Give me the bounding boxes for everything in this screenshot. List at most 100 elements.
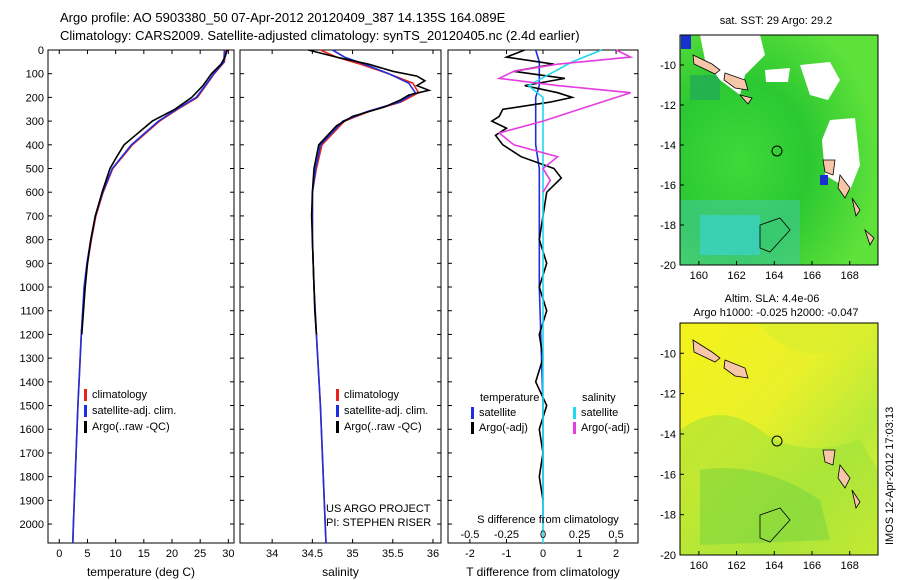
depth-tick-label: 1700 [20,448,44,460]
sal-legend-swatch [336,405,339,417]
sal-legend-swatch [336,389,339,401]
header-line1: Argo profile: AO 5903380_50 07-Apr-2012 … [60,10,506,25]
temp-xtick-label: 0 [56,548,62,560]
depth-tick-label: 900 [26,258,44,270]
islands-solomon [692,54,753,105]
depth-tick-label: 1000 [20,282,44,294]
sst-xtick-label: 168 [841,270,859,282]
sal-legend-label: Argo(..raw -QC) [344,421,422,433]
sst-warm-patch [690,75,720,100]
sal-xtick-label: 35 [346,548,358,560]
sal-xlabel: salinity [322,565,359,579]
diff-series-salinity-argo--adj- [496,49,634,193]
sal-xtick-label: 34 [266,548,278,560]
depth-tick-label: 700 [26,211,44,223]
sla-argo-position-marker [771,435,783,447]
sla-xtick-label: 164 [765,560,783,572]
temp-legend-swatch [84,405,87,417]
diff-s-tick-label: 0.5 [608,529,623,541]
sst-xtick-label: 160 [690,270,708,282]
argo-position-marker [771,145,783,157]
diff-series-temperature-satellite [534,49,544,524]
sal-xtick-label: 34.5 [302,548,323,560]
temp-legend-label: satellite-adj. clim. [92,405,176,417]
depth-tick-label: 1900 [20,495,44,507]
depth-tick-label: 100 [26,69,44,81]
diff-s-tick-label: -0.25 [494,529,519,541]
sst-map: 160 162 164 166 168 -10 -12 -14 -16 -18 -20 sat. SS… [660,15,879,282]
sla-low-core [700,468,830,545]
diff-temp-legend-label: temperature [480,392,539,404]
diff-temp-legend-swatch [471,407,474,419]
sla-ytick-label: -20 [660,550,676,562]
temp-series-satellite-adj--clim- [72,49,226,544]
diff-sal-legend-label: satellite [581,407,618,419]
diff-temp-legend-label: Argo(-adj) [479,422,528,434]
plot-panels: 0 5 10 15 20 25 300100200300400500600700800900… [20,45,639,579]
diff-s-axis-label: S difference from climatology [477,514,619,526]
diff-sal-legend-swatch [573,422,576,434]
sst-ytick-label: -12 [660,100,676,112]
reef-contour [759,217,791,253]
sla-xtick-label: 166 [803,560,821,572]
sla-xtick-label: 168 [841,560,859,572]
header-line2: Climatology: CARS2009. Satellite-adjuste… [60,28,580,43]
depth-tick-label: 1300 [20,353,44,365]
diff-xtick-label: 2 [613,548,619,560]
sla-islands-vanuatu [822,449,861,510]
sla-map-frame [679,322,879,556]
diff-s-tick-label: 0 [540,529,546,541]
cloud-mask-1 [700,35,765,95]
sla-map-subtitle: Argo h1000: -0.025 h2000: -0.047 [693,307,858,319]
sla-ytick-label: -10 [660,348,676,360]
cold-pixel-2 [820,175,828,185]
sla-xtick-label: 162 [727,560,745,572]
sst-ytick-label: -10 [660,60,676,72]
depth-tick-label: 1100 [20,306,44,318]
temp-xtick-label: 20 [166,548,178,560]
sla-ytick-label: -18 [660,510,676,522]
diff-xtick-label: -2 [465,548,475,560]
cloud-mask-3 [765,68,790,82]
diff-xtick-label: -1 [502,548,512,560]
depth-tick-label: 800 [26,235,44,247]
sal-legend-label: climatology [344,389,400,401]
depth-tick-label: 1600 [20,424,44,436]
temp-xtick-label: 5 [84,548,90,560]
sal-xtick-label: 36 [427,548,439,560]
sal-xtick-label: 35.5 [382,548,403,560]
sal-series-argo---raw--qc- [308,49,432,335]
sla-map: 160 162 164 166 168 -10 -12 -14 -16 -18 -20 Altim. … [660,293,879,572]
depth-tick-label: 600 [26,187,44,199]
depth-tick-label: 400 [26,140,44,152]
sst-ytick-label: -16 [660,180,676,192]
diff-s-tick-label: 0.25 [569,529,590,541]
sst-map-title: sat. SST: 29 Argo: 29.2 [720,15,833,27]
sla-band-2 [760,323,878,354]
sst-ytick-label: -14 [660,140,676,152]
sal-legend-swatch [336,421,339,433]
sst-map-frame [679,34,879,266]
depth-tick-label: 1800 [20,472,44,484]
salinity-annotation: US ARGO PROJECT [326,503,431,515]
diff-xtick-label: 1 [576,548,582,560]
temp-legend-swatch [84,389,87,401]
islands-vanuatu [822,159,875,246]
depth-tick-label: 1400 [20,377,44,389]
temp-xlabel: temperature (deg C) [87,565,195,579]
diff-temp-legend-label: satellite [479,407,516,419]
cloud-mask-2 [800,62,860,190]
sal-legend-label: satellite-adj. clim. [344,405,428,417]
temp-xtick-label: 15 [138,548,150,560]
sla-islands-solomon [692,339,749,379]
diff-sal-legend-swatch [573,407,576,419]
diff-temp-legend-swatch [471,422,474,434]
diff-xlabel: T difference from climatology [466,565,620,579]
depth-tick-label: 200 [26,92,44,104]
sst-cool-core [700,215,760,255]
temp-legend-swatch [84,421,87,433]
diff-series-salinity-satellite [526,49,602,543]
sal-series-satellite-adj--clim- [311,49,417,544]
diff-sal-legend-label: salinity [582,392,616,404]
